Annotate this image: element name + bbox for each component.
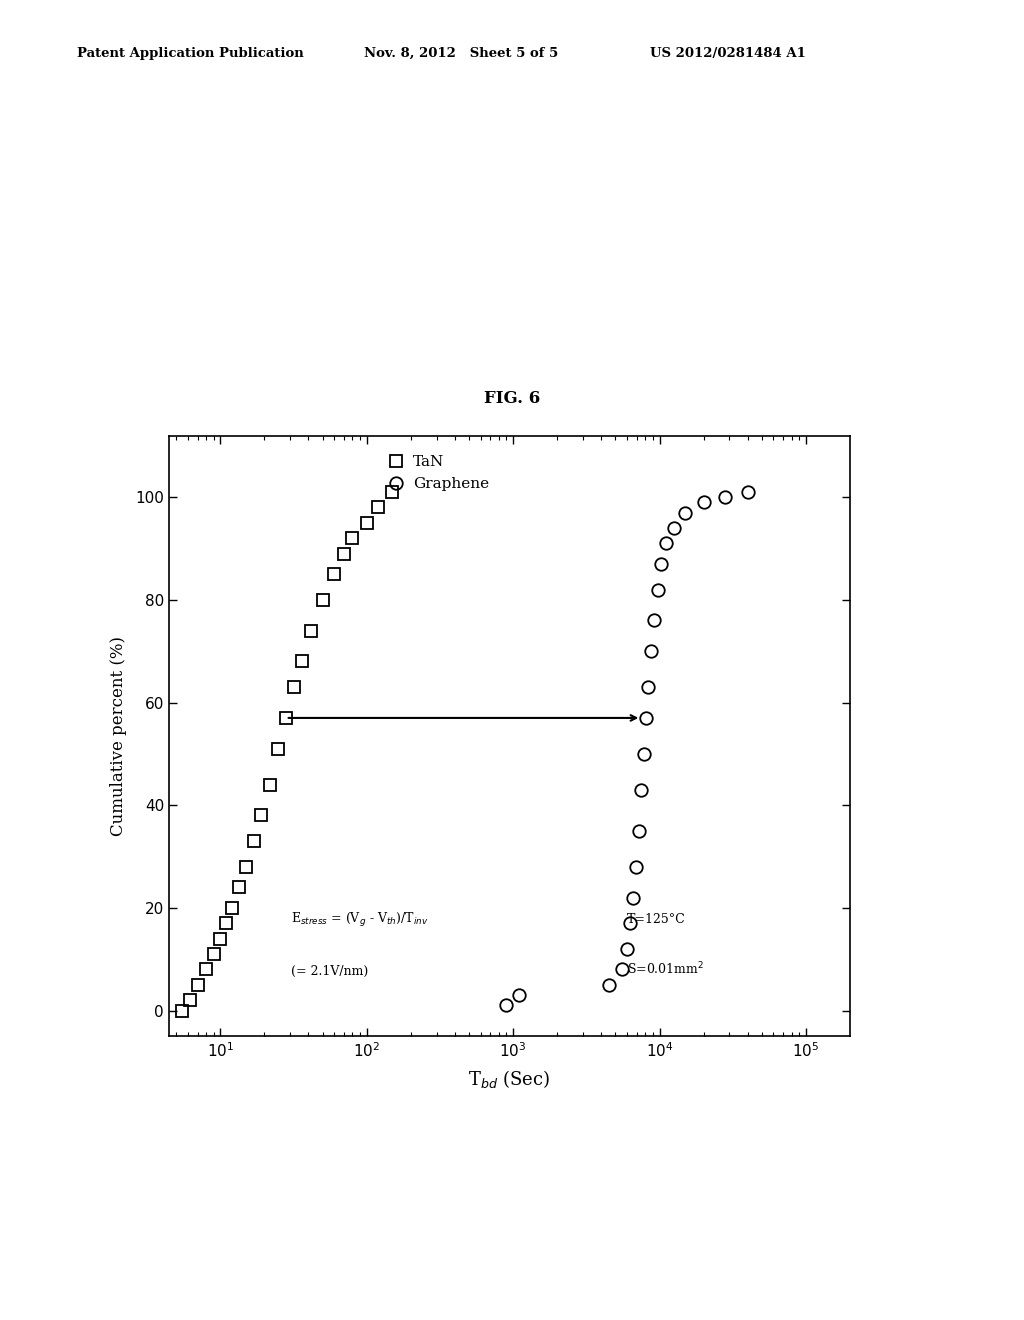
Text: E$_{stress}$ = (V$_{g}$ - V$_{th}$)/T$_{inv}$: E$_{stress}$ = (V$_{g}$ - V$_{th}$)/T$_{… <box>291 911 428 929</box>
Text: FIG. 6: FIG. 6 <box>484 389 540 407</box>
Text: Nov. 8, 2012   Sheet 5 of 5: Nov. 8, 2012 Sheet 5 of 5 <box>364 46 558 59</box>
Y-axis label: Cumulative percent (%): Cumulative percent (%) <box>110 636 127 836</box>
Text: Patent Application Publication: Patent Application Publication <box>77 46 303 59</box>
X-axis label: T$_{bd}$ (Sec): T$_{bd}$ (Sec) <box>468 1068 551 1090</box>
Text: US 2012/0281484 A1: US 2012/0281484 A1 <box>650 46 806 59</box>
Text: T=125°C: T=125°C <box>628 913 686 927</box>
Text: (= 2.1V/nm): (= 2.1V/nm) <box>291 965 368 978</box>
Legend: TaN, Graphene: TaN, Graphene <box>381 449 496 498</box>
Text: S=0.01mm$^{2}$: S=0.01mm$^{2}$ <box>628 961 705 978</box>
